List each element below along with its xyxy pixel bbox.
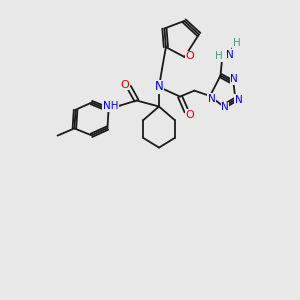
Text: N: N <box>208 94 215 104</box>
Text: H: H <box>232 38 240 49</box>
Text: H: H <box>214 51 222 62</box>
Text: O: O <box>185 110 194 120</box>
Text: N: N <box>154 80 164 94</box>
Text: N: N <box>230 74 238 85</box>
Text: NH: NH <box>103 101 118 111</box>
Text: N: N <box>221 102 229 112</box>
Text: O: O <box>185 51 194 61</box>
Text: N: N <box>226 50 233 60</box>
Text: O: O <box>121 80 130 90</box>
Text: N: N <box>235 94 242 105</box>
